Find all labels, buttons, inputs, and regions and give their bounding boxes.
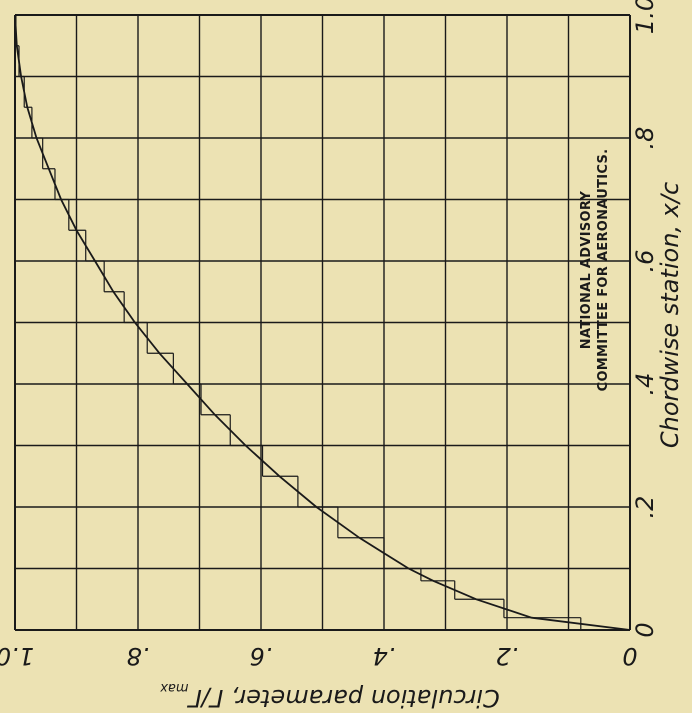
y-tick-label: .4 <box>373 642 396 670</box>
note-line-1: NATIONAL ADVISORY <box>579 191 594 350</box>
y-tick-label: .6 <box>250 642 273 670</box>
x-tick-label: 0 <box>631 622 659 637</box>
y-axis-label-main: Circulation parameter, Γ/Γ <box>187 684 500 712</box>
y-tick-label: .8 <box>127 642 150 670</box>
y-tick-label: 0 <box>622 642 637 670</box>
y-axis-label: Circulation parameter, Γ/Γmax <box>160 680 500 712</box>
y-tick-label: 1.0 <box>0 642 34 670</box>
chart-grid <box>14 14 631 631</box>
y-tick-label: .2 <box>496 642 519 670</box>
tick-labels: 0 .2 .4 .6 .8 1.0 0 .2 .4 .6 .8 1.0 <box>0 0 659 670</box>
chart-curves <box>14 14 631 631</box>
x-tick-label: 1.0 <box>631 0 659 34</box>
note-line-2: COMMITTEE FOR AERONAUTICS. <box>596 149 611 392</box>
y-axis-label-subscript: max <box>160 680 189 695</box>
x-tick-label: .8 <box>631 127 659 150</box>
x-tick-label: .4 <box>631 373 659 396</box>
x-axis-label: Chordwise station, x/c <box>656 182 684 448</box>
x-tick-label: .2 <box>631 496 659 519</box>
x-tick-label: .6 <box>631 250 659 273</box>
